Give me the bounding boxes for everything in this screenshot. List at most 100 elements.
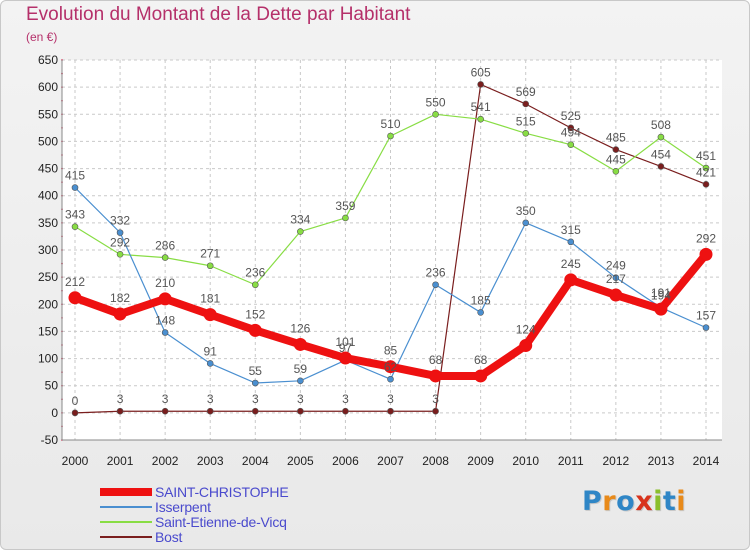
data-label: 515 — [516, 114, 536, 128]
data-label: 605 — [471, 65, 491, 79]
y-tick-label: 0 — [51, 406, 58, 420]
data-point — [206, 407, 214, 415]
data-point — [203, 308, 217, 322]
data-label: 3 — [342, 392, 349, 406]
data-label: 210 — [155, 276, 175, 290]
data-label: 217 — [606, 272, 626, 286]
data-label: 236 — [426, 266, 446, 280]
data-label: 68 — [429, 353, 443, 367]
data-point — [477, 81, 484, 88]
data-label: 485 — [606, 131, 626, 145]
data-label: 445 — [606, 152, 626, 166]
y-tick-label: 650 — [38, 53, 58, 67]
data-label: 454 — [651, 147, 671, 161]
data-point — [522, 100, 530, 108]
data-point — [68, 291, 82, 305]
data-label: 415 — [65, 169, 85, 183]
data-point — [567, 124, 575, 132]
data-point — [251, 379, 259, 387]
data-label: 3 — [117, 392, 124, 406]
data-point — [567, 141, 575, 148]
data-point — [297, 407, 304, 415]
data-label: 249 — [606, 259, 626, 273]
data-point — [429, 369, 443, 383]
data-point — [206, 262, 214, 270]
x-tick-label: 2009 — [467, 454, 494, 468]
data-label: 525 — [561, 109, 581, 123]
data-point — [387, 375, 394, 383]
y-tick-label: 350 — [38, 216, 58, 230]
data-label: 508 — [651, 118, 671, 132]
data-label: 3 — [432, 392, 439, 406]
data-label: 212 — [65, 275, 85, 289]
chart-title: Evolution du Montant de la Dette par Hab… — [26, 4, 411, 25]
data-label: 494 — [561, 126, 581, 140]
data-label: 541 — [471, 100, 491, 114]
data-label: 315 — [561, 223, 581, 237]
data-label: 101 — [335, 335, 355, 349]
data-label: 194 — [651, 289, 671, 303]
data-label: 185 — [471, 293, 491, 307]
data-label: 569 — [516, 85, 536, 99]
legend-label: SAINT-CHRISTOPHE — [155, 484, 289, 500]
data-point — [71, 223, 79, 230]
x-tick-label: 2003 — [197, 454, 224, 468]
data-label: 245 — [561, 257, 581, 271]
data-point — [338, 351, 352, 365]
data-label: 55 — [249, 364, 263, 378]
data-point — [71, 409, 79, 417]
data-point — [158, 292, 172, 306]
x-tick-label: 2013 — [648, 454, 675, 468]
data-label: 286 — [155, 239, 175, 253]
data-point — [657, 163, 665, 170]
data-label: 332 — [110, 214, 130, 228]
line-chart: -500501001502002503003504004505005506006… — [38, 53, 722, 468]
y-tick-label: -50 — [41, 433, 59, 447]
y-tick-label: 500 — [38, 134, 58, 148]
data-label: 3 — [162, 392, 169, 406]
data-label: 126 — [290, 321, 310, 335]
data-label: 91 — [204, 344, 218, 358]
data-label: 350 — [516, 204, 536, 218]
data-label: 191 — [651, 286, 671, 300]
data-label: 271 — [200, 247, 220, 261]
data-label: 3 — [297, 392, 304, 406]
data-point — [612, 167, 620, 175]
data-point — [612, 146, 620, 153]
data-point — [567, 238, 575, 246]
data-point — [522, 129, 530, 137]
x-tick-label: 2012 — [603, 454, 630, 468]
x-tick-label: 2005 — [287, 454, 314, 468]
data-point — [432, 281, 439, 289]
x-tick-label: 2007 — [377, 454, 404, 468]
data-point — [474, 369, 488, 383]
data-label: 343 — [65, 208, 85, 222]
y-tick-label: 250 — [38, 270, 58, 284]
unit-label: (en €) — [26, 30, 58, 44]
data-label: 68 — [474, 353, 488, 367]
data-label: 421 — [696, 165, 716, 179]
legend-swatch — [100, 521, 152, 523]
data-point — [251, 281, 259, 289]
data-point — [161, 254, 169, 261]
x-tick-label: 2004 — [242, 454, 269, 468]
legend-label: Isserpent — [155, 499, 211, 515]
data-point — [522, 219, 530, 227]
data-label: 359 — [335, 199, 355, 213]
y-tick-label: 200 — [38, 297, 58, 311]
data-label: 3 — [252, 392, 259, 406]
y-tick-label: 600 — [38, 80, 58, 94]
data-label: 3 — [387, 392, 394, 406]
data-label: 85 — [384, 344, 398, 358]
data-label: 292 — [110, 235, 130, 249]
data-label: 182 — [110, 291, 130, 305]
data-point — [702, 164, 710, 172]
data-label: 334 — [290, 213, 310, 227]
data-label: 550 — [426, 95, 446, 109]
data-point — [612, 274, 620, 281]
data-point — [71, 184, 79, 191]
data-point — [113, 307, 127, 321]
x-tick-label: 2011 — [558, 454, 584, 468]
data-label: 451 — [696, 149, 716, 163]
data-point — [387, 407, 394, 415]
